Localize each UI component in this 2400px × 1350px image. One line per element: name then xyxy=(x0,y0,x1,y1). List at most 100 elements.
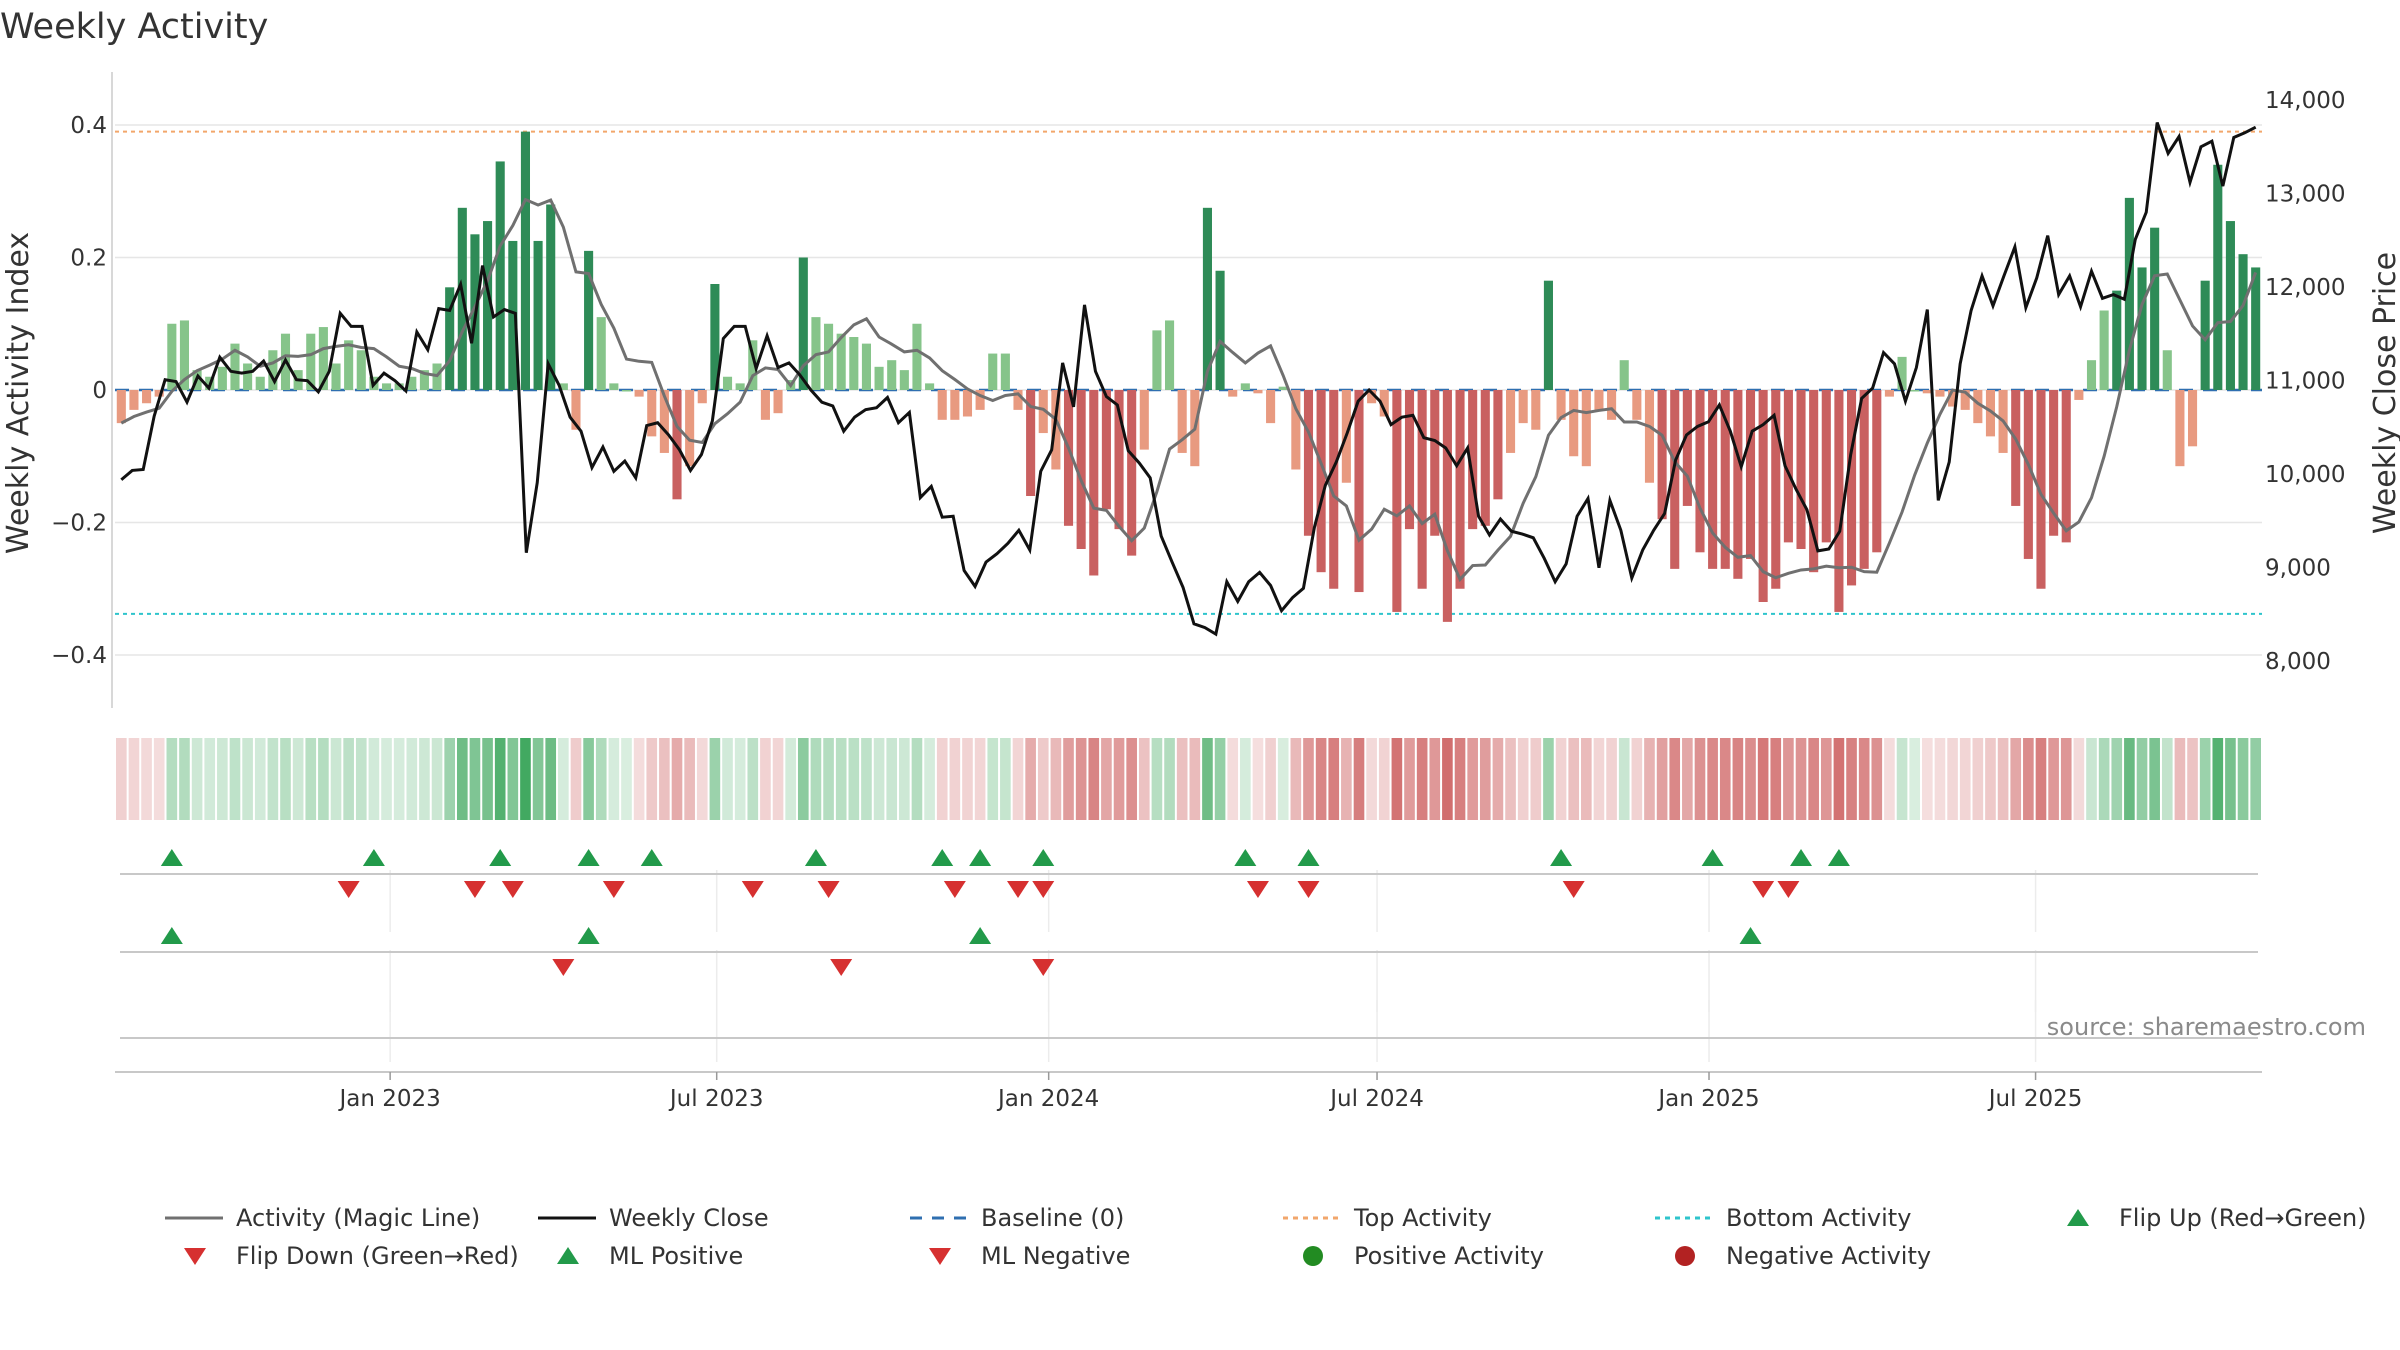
heat-cell xyxy=(444,738,455,820)
heat-cell xyxy=(1757,738,1769,820)
heat-cell xyxy=(431,738,443,820)
heat-cell xyxy=(684,738,695,820)
heat-cell xyxy=(381,738,392,820)
activity-bar xyxy=(318,327,328,390)
activity-bar xyxy=(798,257,808,390)
heat-cell xyxy=(1454,738,1466,820)
activity-bar xyxy=(1379,390,1389,417)
heat-cell xyxy=(141,738,152,820)
heat-cell xyxy=(1214,738,1226,820)
activity-bar xyxy=(533,240,543,390)
heat-cell xyxy=(899,738,910,820)
legend: Activity (Magic Line) Weekly Close Baselin… xyxy=(165,1204,2367,1270)
activity-bar xyxy=(2162,350,2172,390)
heat-cell xyxy=(722,738,733,820)
activity-bar xyxy=(1670,390,1680,569)
heat-cell xyxy=(1429,738,1441,820)
activity-bar xyxy=(685,390,695,467)
y2-tick-label: 14,000 xyxy=(2265,88,2345,114)
activity-bar xyxy=(243,363,253,390)
activity-bars xyxy=(116,131,2261,622)
activity-bar xyxy=(483,221,493,390)
heat-cell xyxy=(318,738,329,820)
heat-cell xyxy=(368,738,380,820)
flip-up-marker xyxy=(640,849,663,866)
heat-cell xyxy=(2086,738,2097,820)
y2-tick-label: 11,000 xyxy=(2265,369,2345,395)
heat-cell xyxy=(267,738,279,820)
activity-bar xyxy=(1809,390,1819,573)
activity-bar xyxy=(1291,390,1301,470)
heat-cell xyxy=(1189,738,1201,820)
activity-bar xyxy=(1278,386,1288,390)
activity-bar xyxy=(773,390,783,414)
heat-cell xyxy=(1240,738,1251,820)
heat-cell xyxy=(747,738,759,820)
heat-cell xyxy=(2225,738,2236,820)
flip-up-marker xyxy=(577,849,600,866)
legend-swatch xyxy=(2067,1209,2089,1226)
activity-bar xyxy=(962,390,973,417)
legend-label: Top Activity xyxy=(1353,1204,1492,1232)
activity-bar xyxy=(1228,390,1238,397)
heat-cell xyxy=(1366,738,1377,820)
heat-cell xyxy=(532,738,544,820)
heat-cell xyxy=(128,738,140,820)
activity-bar xyxy=(1076,390,1086,549)
flip-down-marker xyxy=(463,881,486,898)
activity-bar xyxy=(1859,390,1869,569)
activity-bar xyxy=(1910,390,1920,392)
activity-bar xyxy=(520,131,531,390)
ml-positive-marker xyxy=(160,927,183,944)
heat-cell xyxy=(785,738,796,820)
activity-bar xyxy=(1253,390,1263,394)
heat-cell xyxy=(659,738,670,820)
heat-cell xyxy=(1770,738,1782,820)
flip-down-marker xyxy=(337,881,360,898)
ml-negative-marker xyxy=(552,959,575,976)
activity-bar xyxy=(142,390,152,404)
activity-bar xyxy=(508,240,518,390)
activity-bar xyxy=(1013,390,1023,410)
y2-axis-title: Weekly Close Price xyxy=(2368,252,2400,534)
heat-cell xyxy=(1088,738,1100,820)
y2-tick-label: 10,000 xyxy=(2265,462,2345,488)
activity-bar xyxy=(116,390,126,424)
activity-bar xyxy=(2086,360,2097,390)
heat-cell xyxy=(305,738,317,820)
activity-bar xyxy=(1682,390,1692,506)
y2-tick-label: 13,000 xyxy=(2265,182,2345,208)
heat-cell xyxy=(1378,738,1390,820)
heat-cell xyxy=(191,738,203,820)
heat-cell xyxy=(1568,738,1580,820)
heat-cell xyxy=(2237,738,2249,820)
activity-bar xyxy=(659,390,669,453)
heat-cell xyxy=(1000,738,1011,820)
activity-bar xyxy=(268,350,278,390)
activity-bar xyxy=(596,317,606,390)
heat-cell xyxy=(507,738,519,820)
activity-bar xyxy=(1430,390,1440,536)
activity-bar xyxy=(1897,356,1907,390)
activity-bar xyxy=(331,363,341,390)
heat-cell xyxy=(1934,738,1946,820)
heat-cell xyxy=(355,738,367,820)
heat-cell xyxy=(242,738,253,820)
legend-swatch xyxy=(1675,1246,1695,1266)
activity-bar xyxy=(1392,390,1402,612)
heat-cell xyxy=(608,738,620,820)
x-tick-label: Jan 2024 xyxy=(996,1086,1099,1112)
legend-swatch xyxy=(184,1248,206,1265)
heat-cell xyxy=(2250,738,2261,820)
heat-cell xyxy=(1947,738,1958,820)
axis-ticks: 0.4 0.2 0 −0.2 −0.4 14,000 13,000 12,000 11,000 1… xyxy=(51,72,2345,708)
activity-bar xyxy=(1884,390,1894,397)
activity-bar xyxy=(1442,390,1452,622)
activity-bar xyxy=(2011,390,2021,506)
activity-bar xyxy=(710,284,720,390)
heat-cell xyxy=(671,738,683,820)
activity-bar xyxy=(356,350,366,390)
heat-cell xyxy=(1151,738,1163,820)
activity-bar xyxy=(1771,390,1781,589)
flip-up-marker xyxy=(1790,849,1813,866)
